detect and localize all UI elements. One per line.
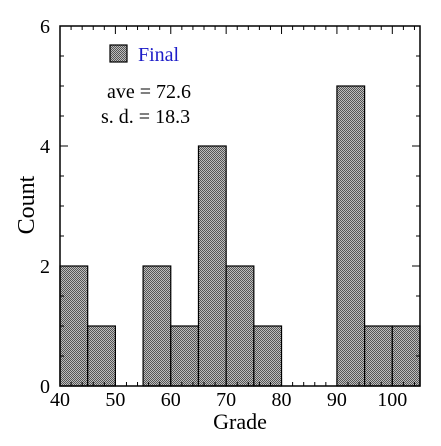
histogram-bar — [170, 325, 200, 387]
x-tick-label: 70 — [216, 389, 236, 411]
x-tick-label: 100 — [377, 389, 407, 411]
plot-frame — [59, 25, 421, 387]
x-tick-label: 60 — [161, 389, 181, 411]
x-tick-label: 90 — [327, 389, 347, 411]
legend-label: Final — [138, 44, 180, 66]
bars-layer — [59, 85, 421, 387]
histogram-bar — [142, 265, 172, 387]
legend: Final — [109, 44, 180, 66]
y-tick-label: 6 — [40, 16, 50, 38]
histogram-bar — [59, 265, 89, 387]
stat-standard-deviation: s. d. = 18.3 — [101, 106, 190, 128]
tick-labels-layer: 40 50 60 70 80 90 100 0 2 4 6 — [40, 16, 407, 411]
y-tick-label: 4 — [40, 136, 50, 158]
x-tick-label: 50 — [105, 389, 125, 411]
histogram-bar — [225, 265, 255, 387]
histogram-bar — [197, 145, 227, 387]
histogram-bar — [336, 85, 366, 387]
stat-average: ave = 72.6 — [107, 81, 191, 103]
y-axis-label: Count — [14, 175, 40, 234]
y-tick-label: 2 — [40, 256, 50, 278]
histogram-bar — [87, 325, 116, 387]
histogram-bar — [364, 325, 393, 387]
histogram-bar — [253, 325, 283, 387]
x-axis-label: Grade — [213, 409, 267, 434]
y-tick-label: 0 — [40, 376, 50, 398]
x-tick-label: 80 — [272, 389, 292, 411]
x-tick-label: 40 — [50, 389, 70, 411]
legend-swatch — [109, 44, 128, 63]
histogram-bar — [391, 325, 421, 387]
